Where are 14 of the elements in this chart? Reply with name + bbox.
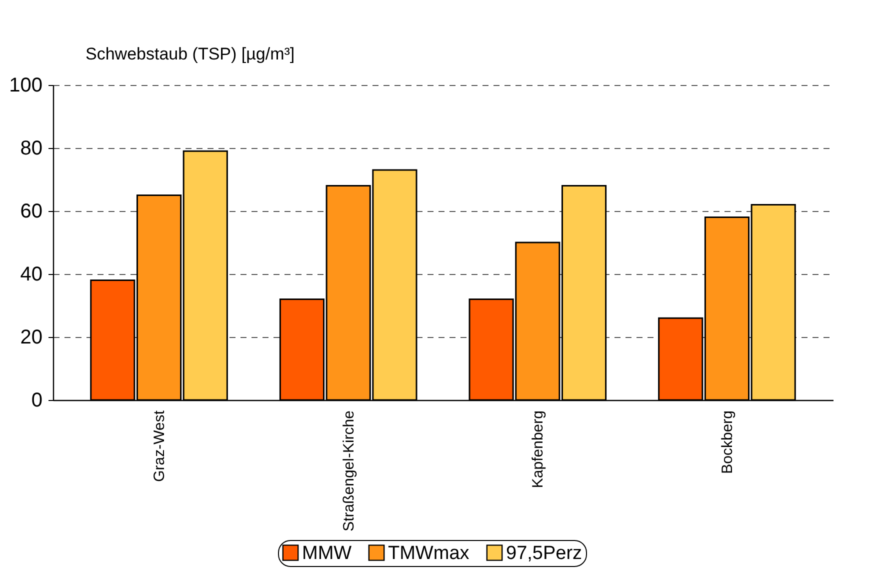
x-tick-label: Bockberg [718, 410, 736, 474]
x-tick-label: Kapfenberg [530, 410, 547, 488]
legend-label: 97,5Perz [506, 542, 582, 564]
x-tick-label: Straßengel-Kirche [340, 410, 358, 532]
legend-label: TMWmax [388, 542, 470, 564]
legend-label: MMW [302, 542, 352, 564]
y-axis-title: Schwebstaub (TSP) [µg/m³] [86, 44, 295, 64]
y-tick-label: 80 [20, 138, 42, 160]
x-tick-label: Graz-West [151, 410, 168, 482]
y-tick-label: 0 [31, 390, 42, 412]
y-tick-label: 100 [9, 74, 42, 96]
y-tick-label: 60 [20, 200, 42, 222]
y-tick-label: 40 [20, 264, 42, 286]
y-tick-label: 20 [20, 326, 42, 348]
